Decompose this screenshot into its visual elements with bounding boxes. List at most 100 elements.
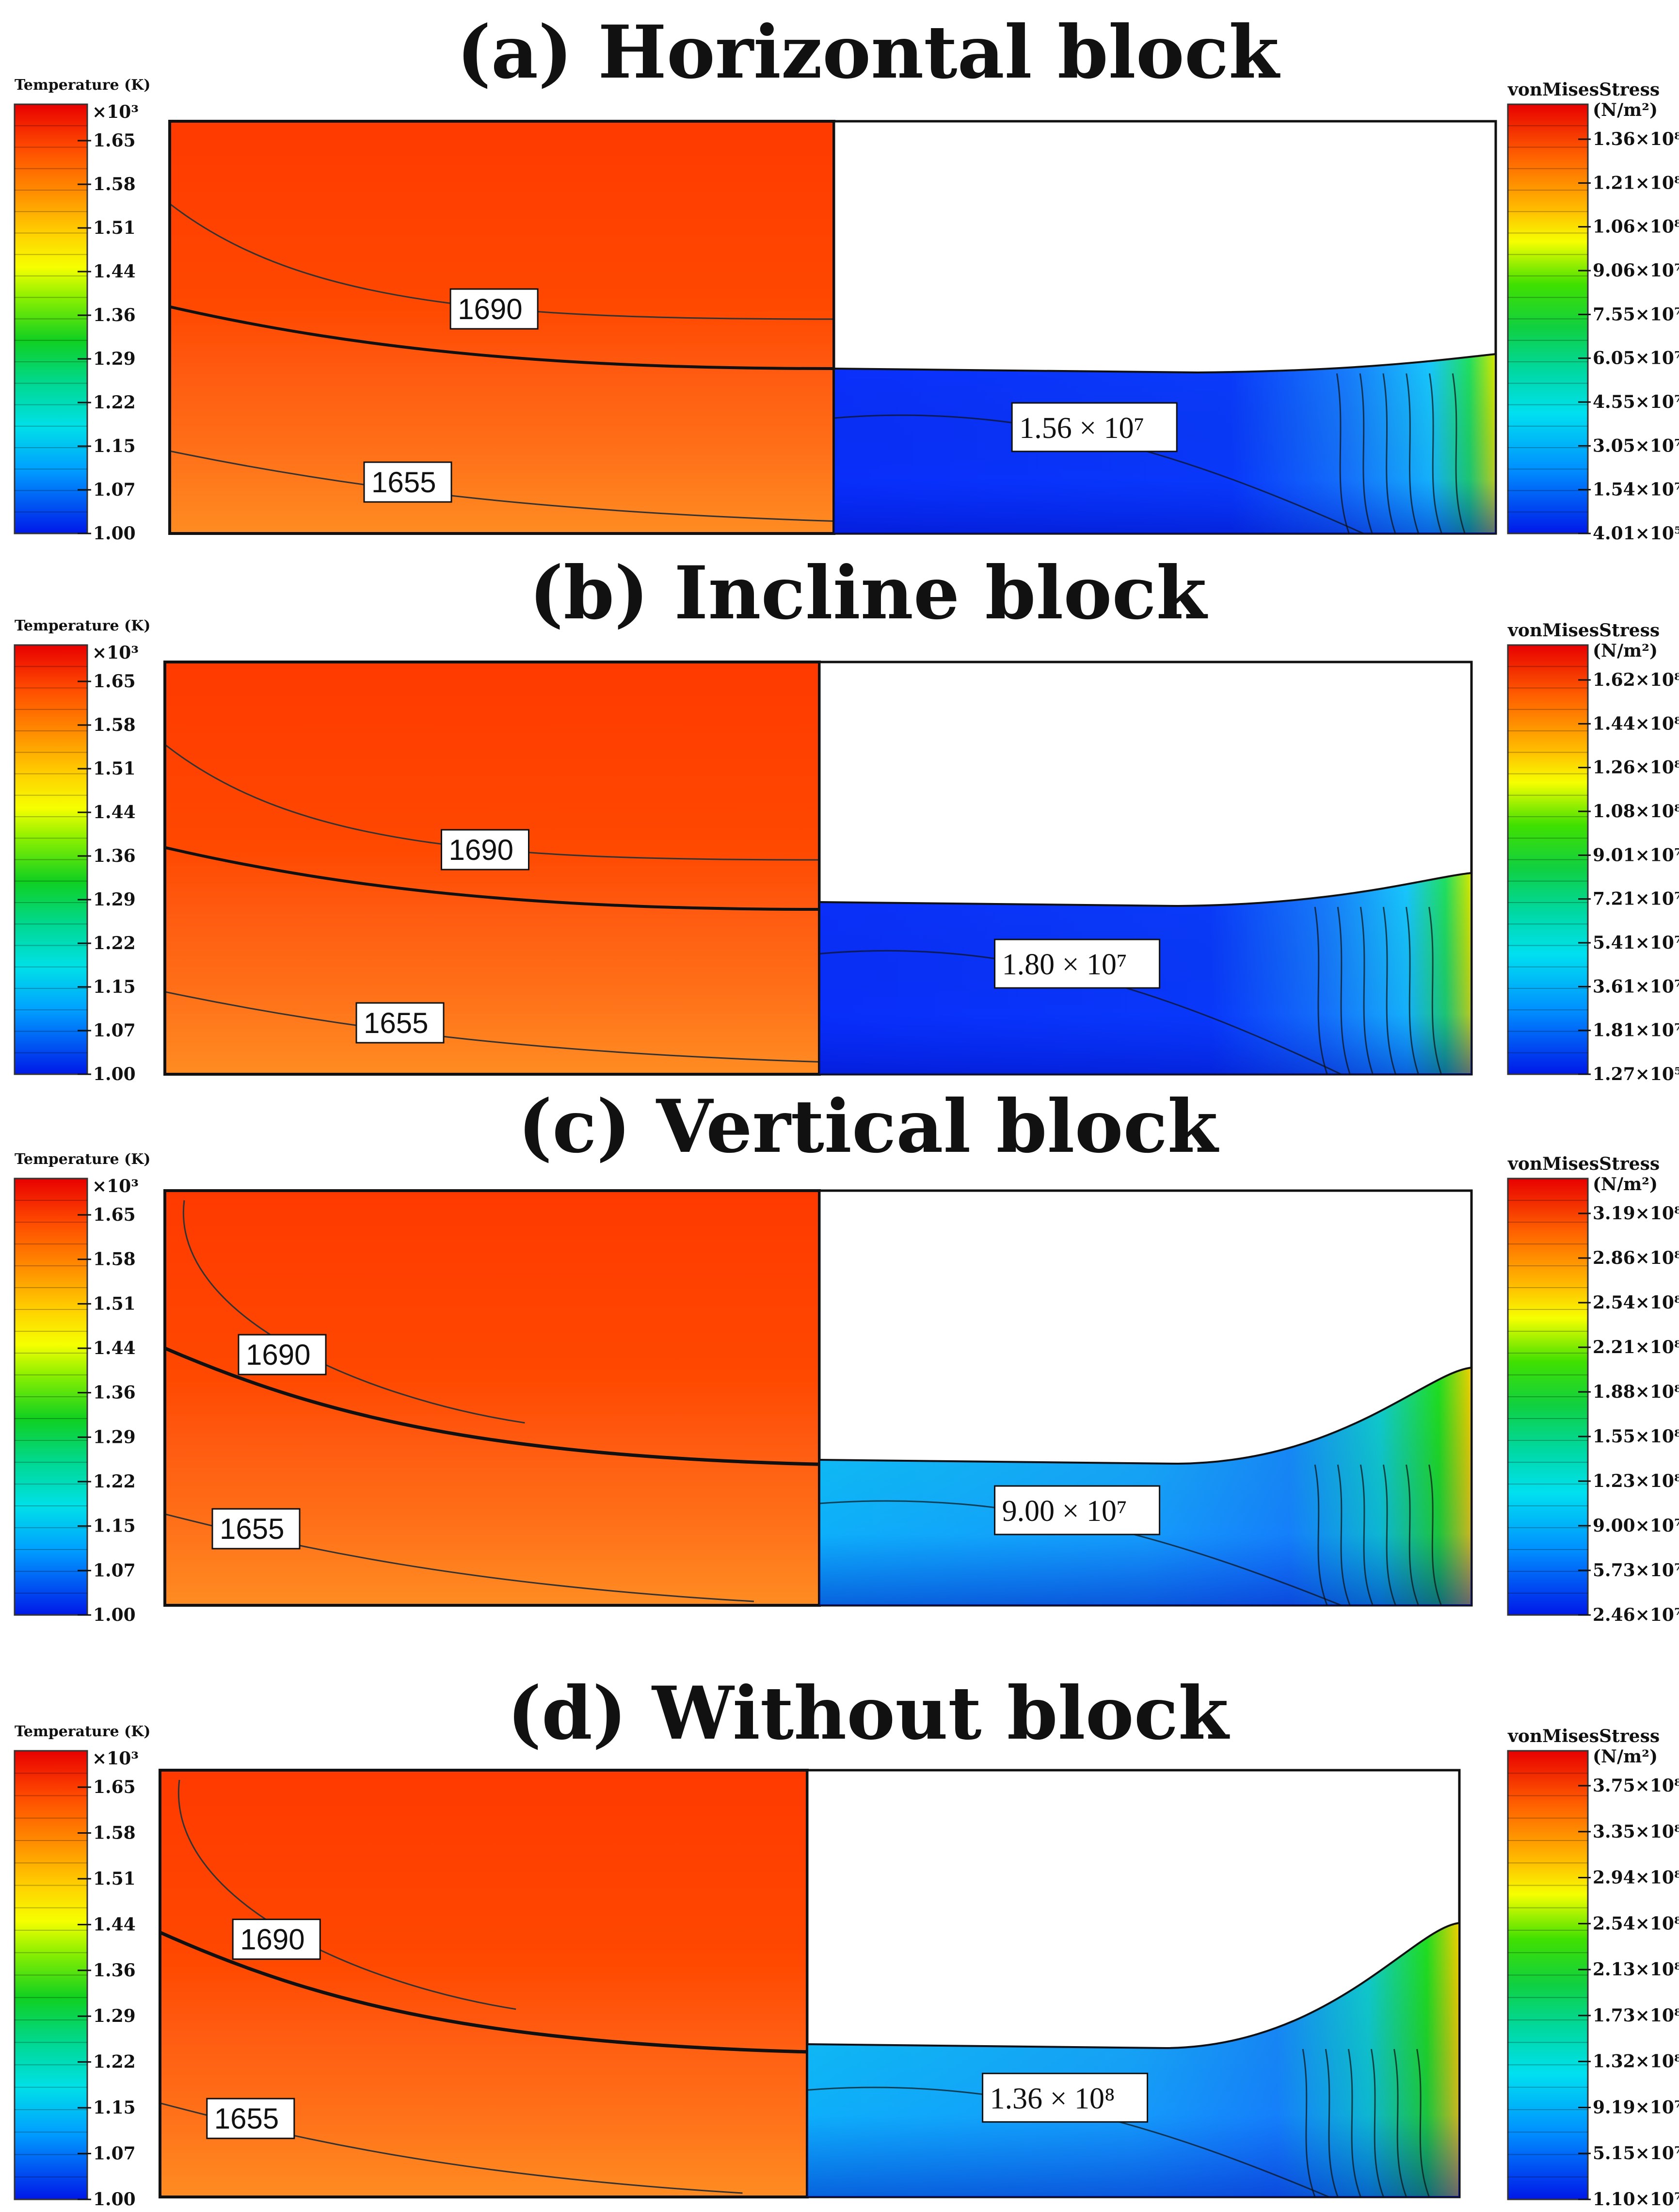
temperature-tick-label: 1.29 (93, 889, 136, 910)
temperature-multiplier: ×10³ (92, 643, 139, 663)
temperature-tick-label: 1.58 (93, 174, 136, 194)
temperature-tick-label: 1.58 (93, 1823, 136, 1843)
temperature-tick-label: 1.44 (93, 1914, 136, 1935)
stress-tick-label: 1.08×10⁸ (1593, 801, 1679, 822)
temperature-tick-label: 1.36 (93, 305, 136, 325)
stress-legend-title: vonMisesStress (1507, 80, 1660, 100)
stress-field: 1.80 × 10⁷ (818, 661, 1473, 1076)
temperature-field: 1690 1655 (163, 1189, 821, 1607)
stress-tick-label: 1.36×10⁸ (1593, 129, 1679, 149)
temperature-tick-label: 1.07 (93, 2144, 136, 2164)
stress-legend: vonMisesStress(N/m²) 3.75×10⁸ 3.35×10⁸ 2.94… (1507, 1726, 1679, 2210)
panel-0: (a) Horizontal block Temperature (K) ×10³ 1… (14, 10, 1679, 544)
temperature-tick-label: 1.29 (93, 1427, 136, 1447)
stress-tick-label: 3.75×10⁸ (1593, 1776, 1679, 1796)
contour-label: 1690 (449, 834, 513, 866)
stress-tick-label: 1.88×10⁸ (1593, 1382, 1679, 1402)
temperature-colorbar (14, 103, 88, 534)
temperature-tick-label: 1.15 (93, 1516, 136, 1536)
temperature-tick-label: 1.15 (93, 436, 136, 456)
stress-tick-label: 2.54×10⁸ (1593, 1913, 1679, 1934)
stress-tick-label: 1.54×10⁷ (1593, 480, 1679, 500)
temperature-legend: Temperature (K) ×10³ 1.65 1.58 1.51 1.44 1.36 1… (14, 1151, 151, 1625)
temperature-legend-title: Temperature (K) (15, 617, 151, 634)
temperature-tick-label: 1.58 (93, 715, 136, 735)
stress-tick-label: 2.54×10⁸ (1593, 1292, 1679, 1313)
stress-tick-label: 3.05×10⁷ (1593, 436, 1679, 456)
panel-1: (b) Incline block Temperature (K) ×10³ 1.65… (14, 550, 1679, 1084)
stress-annotation-box (994, 1485, 1161, 1535)
stress-tick-label: 2.46×10⁷ (1593, 1605, 1679, 1625)
panel-title: (c) Vertical block (518, 1084, 1219, 1169)
panel-title: (d) Without block (507, 1671, 1230, 1756)
temperature-legend: Temperature (K) ×10³ 1.65 1.58 1.51 1.44 1.36 1… (14, 617, 151, 1084)
contour-label-box (206, 2098, 295, 2139)
stress-annotation-box (1011, 402, 1178, 452)
temperature-field: 1690 1655 (163, 661, 821, 1076)
stress-legend: vonMisesStress(N/m²) 3.19×10⁸ 2.86×10⁸ 2.54… (1507, 1154, 1679, 1625)
temperature-tick-label: 1.00 (93, 1605, 136, 1625)
contour-label-box (211, 1508, 301, 1550)
temperature-tick-label: 1.65 (93, 671, 136, 692)
contour-label-box (238, 1334, 327, 1375)
contour-label-box (449, 288, 539, 330)
panel-title: (a) Horizontal block (457, 10, 1280, 95)
temperature-tick-label: 1.51 (93, 218, 136, 238)
contour-label-box (363, 461, 452, 503)
stress-legend-title: vonMisesStress (1507, 1154, 1660, 1174)
stress-unit: (N/m²) (1593, 100, 1658, 120)
stress-tick-label: 1.26×10⁸ (1593, 758, 1679, 778)
temperature-tick-label: 1.44 (93, 261, 136, 282)
stress-tick-label: 9.00×10⁷ (1593, 1516, 1679, 1536)
contour-label: 1655 (371, 466, 436, 499)
stress-annotation-box (982, 2072, 1149, 2123)
stress-colorbar (1507, 1178, 1589, 1616)
stress-tick-label: 1.32×10⁸ (1593, 2051, 1679, 2072)
contour-label: 1655 (364, 1007, 428, 1039)
stress-tick-label: 3.35×10⁸ (1593, 1822, 1679, 1842)
stress-tick-label: 1.21×10⁸ (1593, 173, 1679, 193)
temperature-field: 1690 1655 (159, 1769, 809, 2198)
stress-tick-label: 1.55×10⁸ (1593, 1426, 1679, 1447)
temperature-legend-title: Temperature (K) (15, 1151, 151, 1168)
solidus-contour (164, 1346, 820, 1466)
stress-annotation: 9.00 × 10⁷ (1002, 1495, 1127, 1528)
stress-colorbar (1507, 103, 1589, 534)
stress-tick-label: 1.73×10⁸ (1593, 2005, 1679, 2026)
panel-title: (b) Incline block (529, 550, 1208, 636)
stress-tick-label: 7.21×10⁷ (1593, 889, 1679, 909)
contour-label: 1690 (458, 293, 522, 325)
temperature-tick-label: 1.36 (93, 846, 136, 866)
temperature-tick-label: 1.22 (93, 1471, 136, 1492)
contour-label: 1690 (240, 1923, 304, 1956)
contour-label: 1655 (220, 1513, 284, 1545)
contour-label: 1655 (214, 2102, 279, 2135)
stress-tick-label: 5.41×10⁷ (1593, 933, 1679, 953)
stress-annotation: 1.36 × 10⁸ (990, 2082, 1115, 2115)
stress-unit: (N/m²) (1593, 1746, 1658, 1767)
temperature-tick-label: 1.00 (93, 1064, 136, 1084)
temperature-tick-label: 1.65 (93, 1777, 136, 1797)
temperature-tick-label: 1.36 (93, 1383, 136, 1403)
contour-label: 1690 (246, 1339, 310, 1371)
stress-tick-label: 2.86×10⁸ (1593, 1248, 1679, 1268)
temperature-colorbar (14, 644, 88, 1075)
stress-tick-label: 4.01×10⁵ (1593, 523, 1679, 544)
stress-legend-title: vonMisesStress (1507, 620, 1660, 641)
stress-tick-label: 5.73×10⁷ (1593, 1560, 1679, 1581)
temperature-tick-label: 1.15 (93, 977, 136, 997)
temperature-tick-label: 1.22 (93, 933, 136, 953)
stress-colorbar (1507, 644, 1589, 1075)
stress-tick-label: 7.55×10⁷ (1593, 304, 1679, 324)
solidus-contour (159, 1931, 808, 2054)
temperature-legend: Temperature (K) ×10³ 1.65 1.58 1.51 1.44 1.36 1… (14, 1723, 151, 2210)
temperature-tick-label: 1.51 (93, 1293, 136, 1314)
stress-unit: (N/m²) (1593, 1174, 1658, 1195)
stress-tick-label: 1.27×10⁵ (1593, 1064, 1679, 1084)
stress-tick-label: 1.44×10⁸ (1593, 713, 1679, 734)
stress-annotation: 1.56 × 10⁷ (1019, 412, 1144, 445)
stress-tick-label: 4.55×10⁷ (1593, 392, 1679, 412)
temperature-tick-label: 1.29 (93, 2006, 136, 2026)
temperature-legend-title: Temperature (K) (15, 1723, 151, 1740)
